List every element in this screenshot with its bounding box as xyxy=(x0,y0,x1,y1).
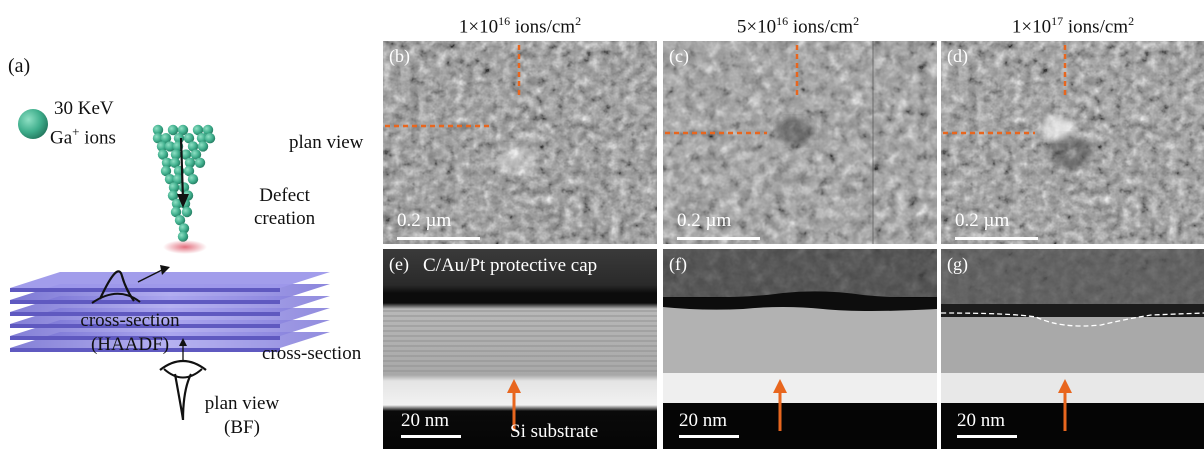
ion-particle xyxy=(172,174,184,185)
ion-particle xyxy=(187,174,199,185)
cross-section-eye-icon xyxy=(91,265,170,304)
ion-particle xyxy=(177,124,189,136)
ion-particle xyxy=(171,198,183,209)
ion-particle xyxy=(161,157,173,168)
ion-particle xyxy=(190,149,202,160)
ion-particle xyxy=(202,124,214,136)
ion-particle xyxy=(164,141,176,152)
row-label-plan-view: plan view xyxy=(289,132,364,153)
ion-particle xyxy=(152,133,164,144)
scale-bar-text-f: 20 nm xyxy=(679,410,728,431)
ion-particle xyxy=(152,124,164,136)
ion-particle xyxy=(177,231,189,242)
cross-section-panel-g: (g) 20 nm xyxy=(941,249,1204,449)
dose-header-3: 1×1017 ions/cm2 xyxy=(1011,14,1135,38)
scale-bar-text-b: 0.2 µm xyxy=(397,210,452,231)
multilayer-stack-icon xyxy=(10,272,330,352)
ion-particle xyxy=(192,124,204,136)
scale-bar-d xyxy=(955,237,1038,240)
cross-section-panel-e: (e) C/Au/Pt protective cap Si substrate … xyxy=(383,249,657,449)
ion-particle xyxy=(194,157,206,168)
ion-particle xyxy=(170,206,182,218)
scale-bar-text-d: 0.2 µm xyxy=(955,210,1010,231)
panel-label-a: (a) xyxy=(8,55,31,77)
ion-particle xyxy=(170,149,182,160)
scale-bar-g xyxy=(957,435,1017,438)
ion-particle xyxy=(196,133,208,144)
panel-label-f: (f) xyxy=(669,254,687,274)
si-substrate-label: Si substrate xyxy=(510,421,599,442)
ion-particle xyxy=(174,215,186,226)
ion-particle xyxy=(169,157,181,168)
plan-view-panel-d: (d) 0.2 µm xyxy=(941,41,1204,244)
ion-particle xyxy=(197,141,209,152)
cross-section-panel-f: (f) 20 nm xyxy=(663,249,937,449)
dose-header-1: 1×1016 ions/cm2 xyxy=(458,14,582,38)
ion-particle xyxy=(180,149,192,160)
ion-particle xyxy=(156,141,168,152)
panel-label-c: (c) xyxy=(669,46,689,66)
ion-particle xyxy=(183,133,195,144)
ion-particle xyxy=(183,165,195,177)
ion-cascade-icon xyxy=(152,124,216,242)
plan-view-panel-c: (c) 0.2 µm xyxy=(663,41,937,244)
ion-particle xyxy=(187,141,199,152)
ion-particle xyxy=(181,206,193,218)
scale-bar-b xyxy=(397,237,480,240)
ion-particle xyxy=(168,182,180,193)
scale-bar-f xyxy=(679,435,739,438)
schematic-diagram xyxy=(10,109,330,421)
scale-bar-c xyxy=(677,237,760,240)
scale-bar-text-g: 20 nm xyxy=(957,410,1006,431)
ion-particle xyxy=(160,165,172,177)
dose-header-2: 5×1016 ions/cm2 xyxy=(736,14,860,38)
plan-view-panel-b: (b) 0.2 µm xyxy=(383,41,657,244)
row-label-cross-section: cross-section xyxy=(262,343,362,364)
ion-particle xyxy=(204,133,216,144)
scale-bar-e xyxy=(401,435,461,438)
ion-particle xyxy=(184,157,196,168)
plan-view-bf-label: plan view (BF) xyxy=(204,393,280,438)
ion-species-label: Ga+ ions xyxy=(50,124,116,149)
panel-label-g: (g) xyxy=(947,254,968,274)
cross-section-haadf-label: cross-section (HAADF) xyxy=(80,310,180,355)
defect-glow xyxy=(163,240,207,254)
ion-particle xyxy=(157,149,169,160)
panel-label-d: (d) xyxy=(947,46,968,66)
ion-particle xyxy=(160,133,172,144)
scale-bar-text-e: 20 nm xyxy=(401,410,450,431)
ion-legend-icon xyxy=(18,109,48,139)
panel-label-e: (e) xyxy=(389,254,409,274)
ion-particle xyxy=(167,124,179,136)
defect-creation-label: Defect creation xyxy=(254,185,316,229)
panel-label-b: (b) xyxy=(389,46,410,66)
plan-view-eye-icon xyxy=(159,359,207,421)
ion-energy-label: 30 KeV xyxy=(54,98,114,119)
ion-particle xyxy=(164,174,176,185)
ion-particle xyxy=(178,182,190,193)
protective-cap-label: C/Au/Pt protective cap xyxy=(423,255,598,276)
ion-particle xyxy=(178,223,190,234)
scale-bar-text-c: 0.2 µm xyxy=(677,210,732,231)
ion-particle xyxy=(167,190,179,201)
